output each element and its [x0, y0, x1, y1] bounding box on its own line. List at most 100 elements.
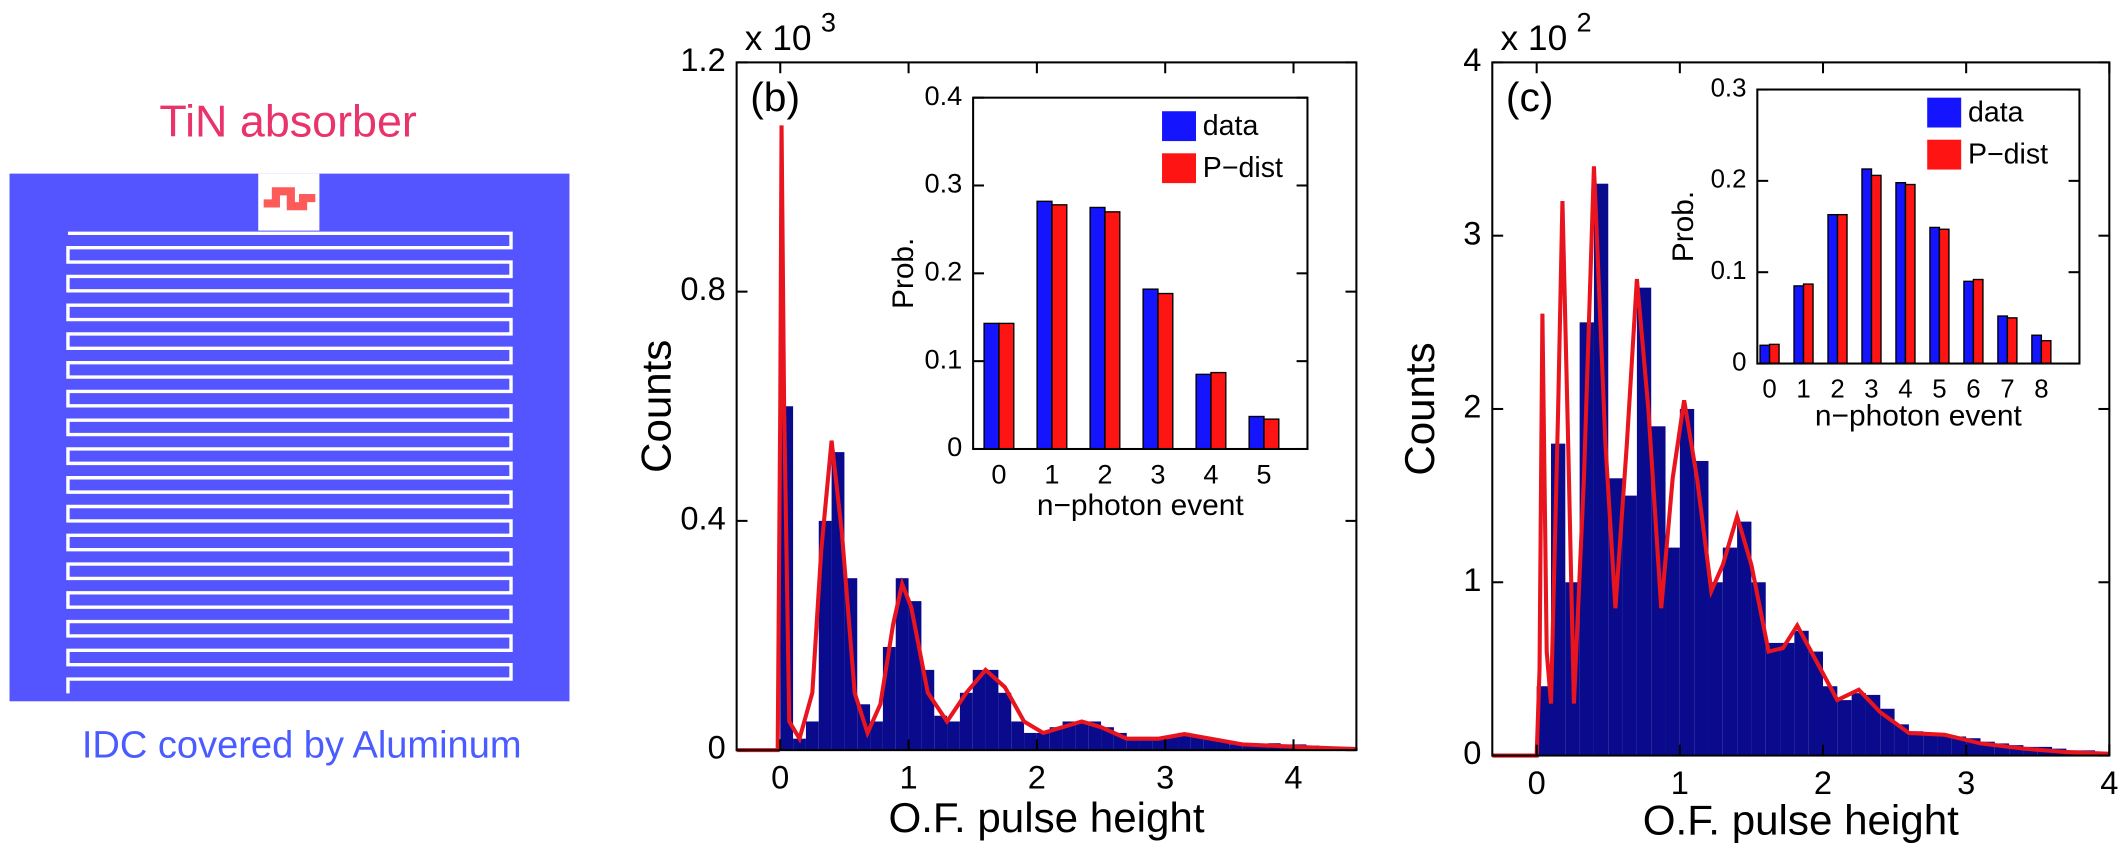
histogram-bar	[1049, 727, 1063, 751]
legend-swatch	[1927, 97, 1962, 128]
histogram-bar	[921, 669, 935, 751]
y-tick-label: 0	[708, 730, 726, 766]
x-tick-label: 4	[1284, 760, 1302, 796]
axes-frame	[735, 61, 1358, 752]
bar	[1104, 211, 1121, 450]
x-tick-label: 3	[1864, 375, 1878, 403]
chart: 0 1 2 3 4 5 data P−dist 0 0.1 0.2 0.3 0.4 n−photon ev…	[887, 80, 1309, 522]
bar	[1929, 226, 1941, 365]
bar	[1195, 373, 1212, 450]
histogram-bar	[1229, 744, 1243, 751]
x-tick-label: 4	[1898, 375, 1912, 403]
histogram-bar	[1837, 700, 1852, 756]
bar	[1802, 283, 1814, 365]
histogram-bar	[998, 692, 1012, 751]
x-tick-label: 2	[1814, 765, 1832, 801]
bar	[1089, 206, 1106, 450]
x-tick-label: 2	[1097, 458, 1112, 489]
histogram-bar	[1937, 734, 1952, 756]
histogram-bar	[1708, 582, 1723, 756]
y-tick-label: 0.4	[924, 80, 962, 111]
idc-fingers	[66, 231, 513, 694]
y-tick-label: 3	[1463, 215, 1481, 251]
histogram-bar	[934, 715, 948, 751]
x-tick-label: 0	[1528, 765, 1546, 801]
histogram-bar	[895, 578, 909, 751]
x-tick-label: 0	[1762, 375, 1776, 403]
bar	[1861, 168, 1873, 365]
schematic: TiN absorber IDC covered by Aluminum	[9, 97, 570, 766]
x-tick-label: 1	[1671, 765, 1689, 801]
y-tick-label: 0	[947, 431, 962, 462]
histogram-bar	[1242, 744, 1256, 751]
y-tick-label: 0.1	[924, 343, 962, 374]
y-tick-label: 0.1	[1711, 257, 1747, 285]
legend-label: P−dist	[1203, 152, 1283, 184]
legend-label: data	[1968, 96, 2024, 128]
histogram-bar	[1062, 721, 1076, 751]
bar	[2006, 317, 2018, 365]
axes-frame	[1491, 61, 2111, 757]
x-tick-label: 8	[2034, 375, 2048, 403]
bar	[1759, 344, 1771, 365]
legend-swatch	[1162, 111, 1197, 142]
bar	[1157, 292, 1174, 450]
bar	[1793, 285, 1805, 365]
histogram-bar	[1794, 630, 1809, 756]
histogram-bar	[1088, 721, 1102, 751]
histogram-bar	[1808, 651, 1824, 756]
x-tick-label: 7	[2000, 375, 2014, 403]
bar	[983, 322, 1000, 450]
histogram-bar	[1722, 547, 1738, 756]
x-tick-label: 5	[1256, 458, 1271, 489]
histogram-bar	[1823, 686, 1838, 756]
tin-absorber	[263, 187, 316, 211]
histogram-bar	[1951, 736, 1967, 756]
idc-label: IDC covered by Aluminum	[82, 724, 522, 766]
fit-line	[1492, 166, 2110, 758]
y-tick-label: 2	[1463, 389, 1481, 425]
legend-label: data	[1203, 110, 1259, 142]
scale-multiplier: x 10	[1500, 19, 1567, 58]
x-tick-label: 1	[1044, 458, 1059, 489]
bar	[2040, 340, 2052, 365]
bar	[1997, 315, 2009, 365]
x-tick-label: 0	[991, 458, 1006, 489]
histogram-bar	[972, 669, 986, 751]
histogram-bar	[2009, 745, 2024, 756]
bar	[1963, 280, 1975, 365]
bar	[1904, 183, 1916, 365]
bar	[1836, 213, 1848, 365]
bar	[1895, 182, 1907, 365]
histogram-bar	[1178, 732, 1191, 751]
panel-label: (b)	[750, 74, 800, 120]
x-tick-label: 5	[1932, 375, 1946, 403]
histogram-bar	[1126, 738, 1140, 751]
y-tick-label: 0.3	[924, 168, 962, 199]
y-tick-label: 0.2	[924, 256, 962, 287]
x-tick-label: 3	[1156, 760, 1174, 796]
bar	[1972, 278, 1984, 365]
bar	[1768, 343, 1780, 365]
histogram-bar	[1075, 721, 1089, 751]
histogram-bar	[1579, 322, 1594, 756]
legend-swatch	[1162, 153, 1197, 184]
histogram-bar	[870, 721, 883, 751]
y-tick-label: 1	[1463, 562, 1481, 598]
histogram-bar	[959, 692, 973, 751]
bar	[1263, 418, 1280, 450]
bar	[1036, 200, 1053, 450]
histogram-bar	[1908, 731, 1924, 756]
y-tick-label: 0.4	[680, 501, 725, 537]
bar	[2031, 334, 2043, 365]
x-tick-label: 3	[1150, 458, 1165, 489]
y-axis-label: Counts	[632, 340, 679, 473]
bar	[1210, 371, 1227, 450]
histogram-bar	[985, 669, 999, 751]
x-axis-label: O.F. pulse height	[888, 794, 1204, 841]
x-tick-label: 2	[1028, 760, 1046, 796]
histogram-bar	[805, 721, 819, 751]
histogram-bar	[1011, 721, 1025, 751]
x-tick-label: 0	[771, 760, 789, 796]
